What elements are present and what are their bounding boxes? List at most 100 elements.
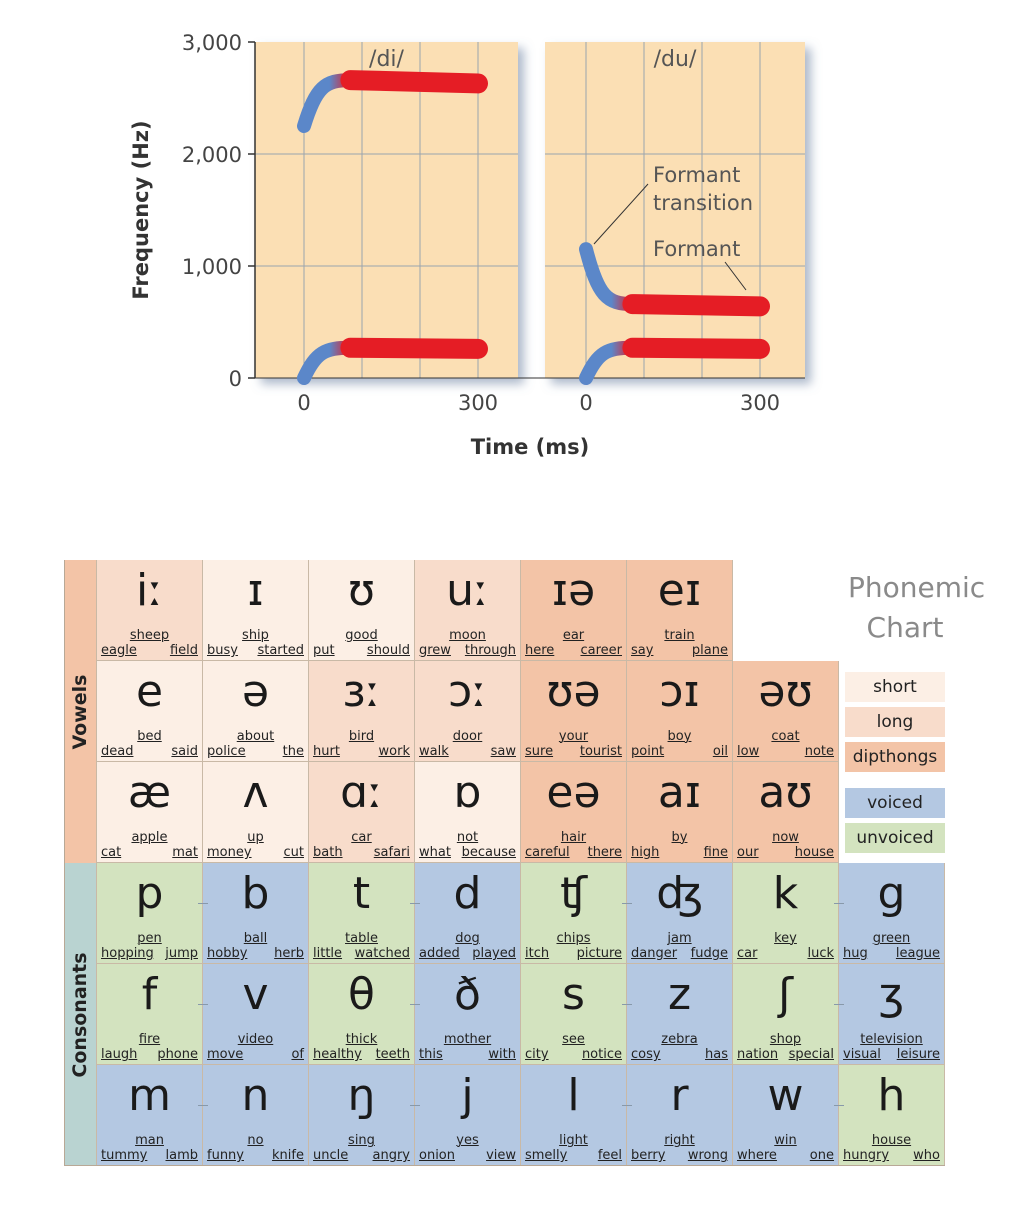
example-word: hungry bbox=[843, 1148, 890, 1163]
phoneme-symbol: b bbox=[241, 868, 270, 919]
example-word: boy bbox=[667, 729, 692, 744]
phoneme-cell: ʤ jam danger fudge bbox=[627, 863, 733, 964]
pair-connector bbox=[834, 1105, 844, 1106]
phoneme-symbol: d bbox=[453, 868, 482, 919]
phoneme-cell: aʊ now our house bbox=[733, 762, 839, 863]
phoneme-symbol: j bbox=[461, 1070, 474, 1121]
example-word: coat bbox=[771, 729, 800, 744]
example-word: hobby bbox=[207, 946, 248, 961]
example-word: light bbox=[559, 1133, 588, 1148]
example-word: visual bbox=[843, 1047, 881, 1062]
example-word: man bbox=[135, 1133, 164, 1148]
example-word: up bbox=[247, 830, 264, 845]
phoneme-symbol: l bbox=[567, 1070, 580, 1121]
phoneme-symbol: ŋ bbox=[347, 1070, 376, 1121]
example-word: field bbox=[169, 643, 198, 658]
example-word: because bbox=[461, 845, 516, 860]
phoneme-symbol: m bbox=[128, 1070, 171, 1121]
example-word: cosy bbox=[631, 1047, 661, 1062]
example-word: itch bbox=[525, 946, 550, 961]
phoneme-cell: n no funny knife bbox=[203, 1065, 309, 1166]
example-word: hopping bbox=[101, 946, 154, 961]
example-word: safari bbox=[373, 845, 410, 860]
example-word: with bbox=[488, 1047, 516, 1062]
example-word: win bbox=[774, 1133, 797, 1148]
example-word: money bbox=[207, 845, 252, 860]
example-word: fine bbox=[703, 845, 728, 860]
example-word: car bbox=[351, 830, 372, 845]
phoneme-cell: ʃ shop nation special bbox=[733, 964, 839, 1065]
pair-connector bbox=[198, 903, 208, 904]
phoneme-cell: ɒ not what because bbox=[415, 762, 521, 863]
y-tick-label: 3,000 bbox=[182, 31, 242, 55]
example-word: bird bbox=[348, 729, 375, 744]
example-word: table bbox=[345, 931, 378, 946]
phoneme-symbol: ɜː bbox=[342, 666, 381, 717]
example-word: low bbox=[737, 744, 760, 759]
pair-connector bbox=[410, 903, 420, 904]
example-word: played bbox=[472, 946, 516, 961]
example-word: career bbox=[580, 643, 622, 658]
phoneme-cell: eə hair careful there bbox=[521, 762, 627, 863]
example-word: police bbox=[207, 744, 246, 759]
phoneme-cell: ɔɪ boy point oil bbox=[627, 661, 733, 762]
consonants-label: Consonants bbox=[69, 951, 91, 1078]
example-word: work bbox=[378, 744, 410, 759]
example-word: tummy bbox=[101, 1148, 148, 1163]
example-word: plane bbox=[691, 643, 728, 658]
example-word: your bbox=[558, 729, 589, 744]
example-word: league bbox=[895, 946, 940, 961]
legend-short: short bbox=[845, 672, 945, 702]
phoneme-symbol: ʊ bbox=[347, 565, 376, 616]
phoneme-cell: ɪə ear here career bbox=[521, 560, 627, 661]
phoneme-symbol: eə bbox=[546, 767, 601, 818]
example-word: video bbox=[237, 1032, 274, 1047]
legend-long: long bbox=[845, 707, 945, 737]
pair-connector bbox=[622, 903, 632, 904]
example-word: walk bbox=[419, 744, 449, 759]
pair-connector bbox=[834, 1004, 844, 1005]
example-word: yes bbox=[456, 1133, 479, 1148]
phoneme-cell: f fire laugh phone bbox=[97, 964, 203, 1065]
phoneme-cell: l light smelly feel bbox=[521, 1065, 627, 1166]
pair-connector bbox=[410, 1105, 420, 1106]
example-word: bath bbox=[313, 845, 343, 860]
phoneme-cell: v video move of bbox=[203, 964, 309, 1065]
example-word: this bbox=[419, 1047, 443, 1062]
example-word: here bbox=[525, 643, 555, 658]
example-word: uncle bbox=[313, 1148, 349, 1163]
x-tick-label: 300 bbox=[740, 391, 780, 415]
phoneme-symbol: θ bbox=[348, 969, 375, 1020]
example-word: mother bbox=[443, 1032, 492, 1047]
example-word: our bbox=[737, 845, 759, 860]
example-word: lamb bbox=[165, 1148, 199, 1163]
example-word: house bbox=[871, 1133, 912, 1148]
example-word: mat bbox=[172, 845, 198, 860]
example-word: knife bbox=[272, 1148, 304, 1163]
phoneme-cell: ə about police the bbox=[203, 661, 309, 762]
example-word: berry bbox=[631, 1148, 666, 1163]
phonemic-chart: Vowels Consonants iː sheep eagle field ɪ ship bu… bbox=[64, 560, 985, 1172]
example-word: cat bbox=[101, 845, 122, 860]
example-word: feel bbox=[597, 1148, 622, 1163]
phoneme-cell: θ thick healthy teeth bbox=[309, 964, 415, 1065]
phoneme-cell: əʊ coat low note bbox=[733, 661, 839, 762]
phoneme-symbol: ɔː bbox=[448, 666, 487, 717]
example-word: added bbox=[419, 946, 460, 961]
phoneme-cell: z zebra cosy has bbox=[627, 964, 733, 1065]
example-word: no bbox=[247, 1133, 264, 1148]
example-word: ship bbox=[242, 628, 269, 643]
phoneme-symbol: aɪ bbox=[657, 767, 702, 818]
y-axis-title: Frequency (Hz) bbox=[129, 120, 153, 299]
example-word: fudge bbox=[690, 946, 728, 961]
annotation-formant-transition-line1: Formant bbox=[653, 163, 740, 187]
example-word: by bbox=[671, 830, 688, 845]
example-word: sing bbox=[348, 1133, 375, 1148]
phoneme-symbol: ʌ bbox=[242, 767, 269, 818]
example-word: through bbox=[464, 643, 516, 658]
phoneme-cell: s see city notice bbox=[521, 964, 627, 1065]
phoneme-cell: ŋ sing uncle angry bbox=[309, 1065, 415, 1166]
consonants-sidebar: Consonants bbox=[64, 863, 97, 1166]
example-word: hair bbox=[560, 830, 587, 845]
example-word: zebra bbox=[661, 1032, 698, 1047]
